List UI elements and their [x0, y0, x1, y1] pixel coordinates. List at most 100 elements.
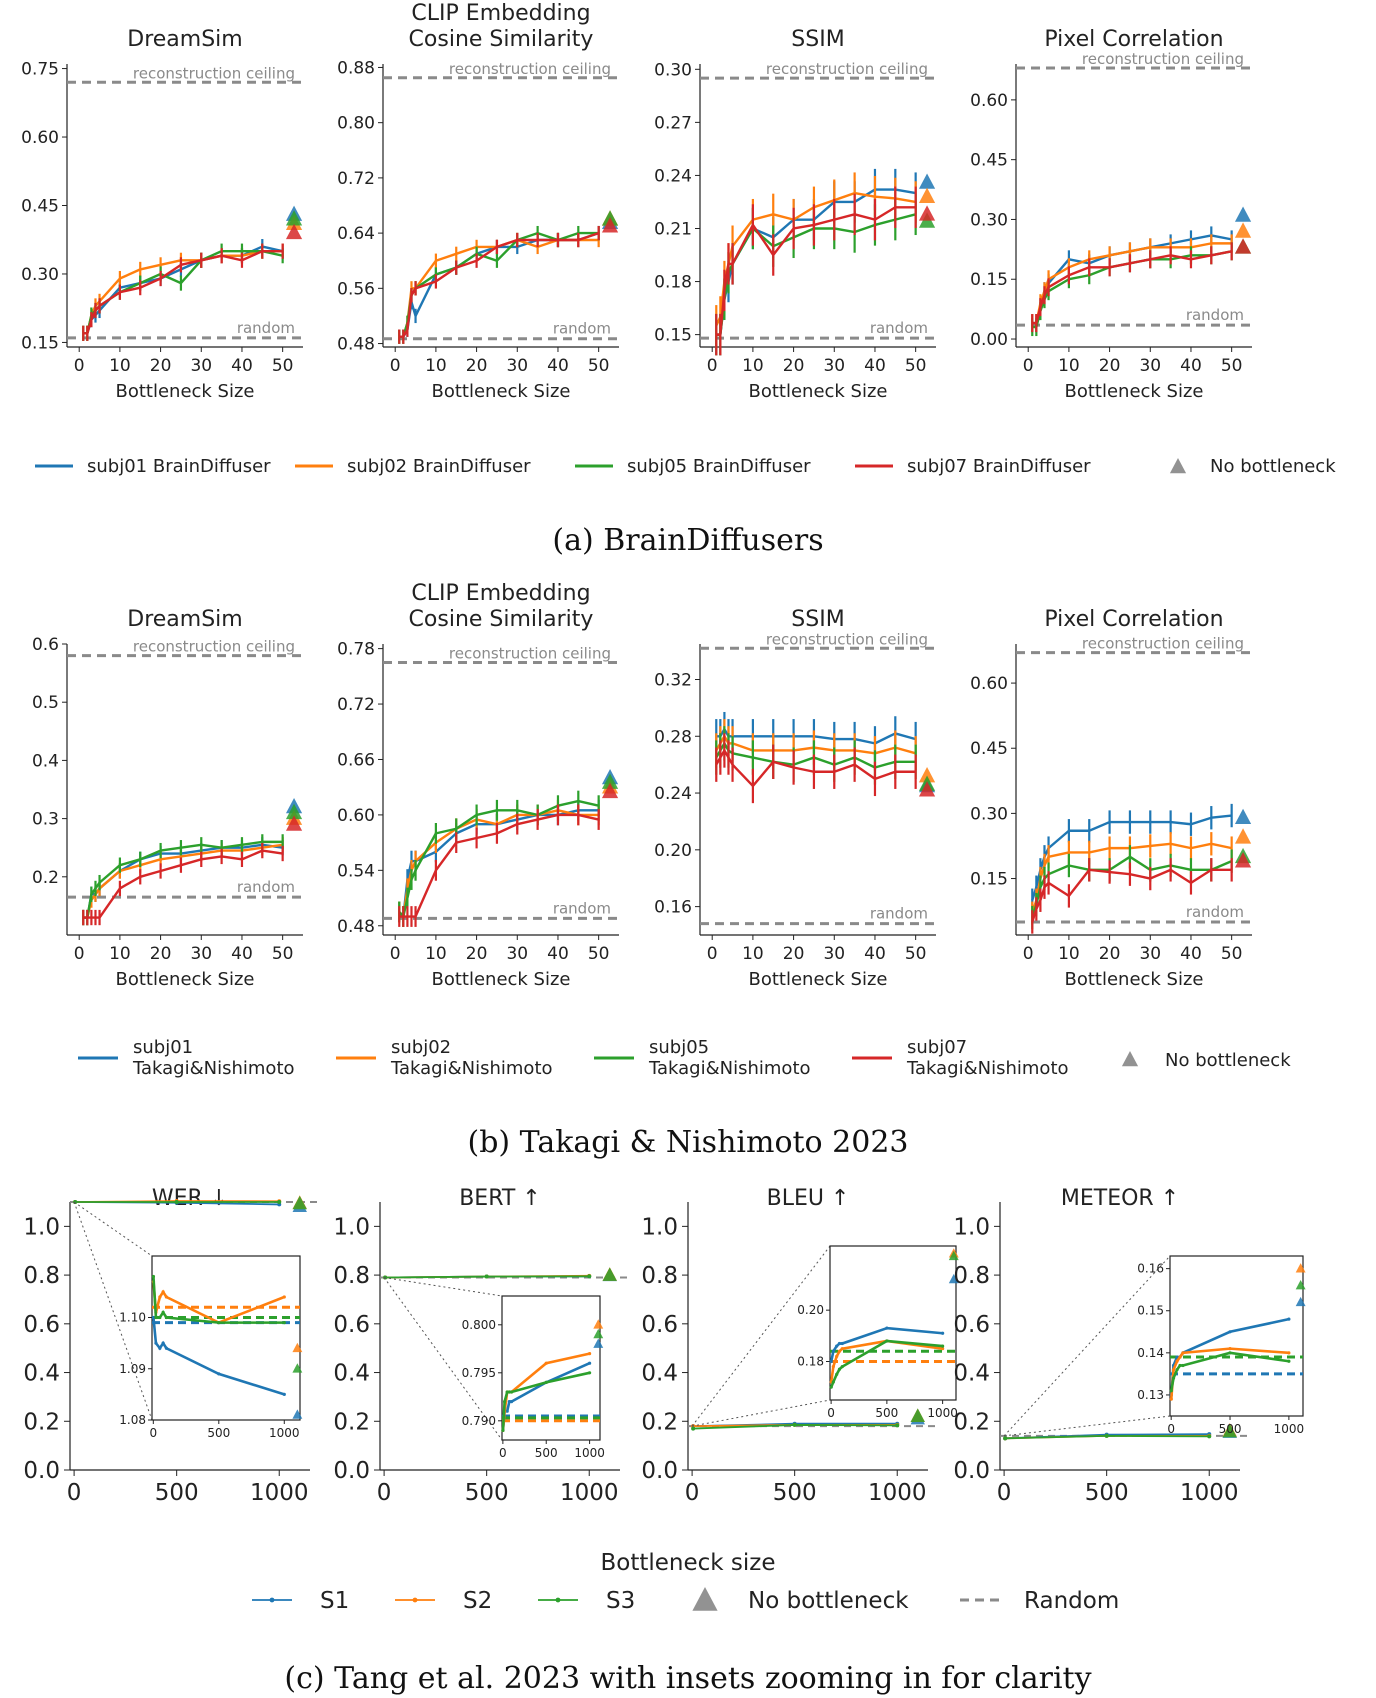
no-bottleneck-marker	[918, 205, 936, 221]
x-tick-label: 0	[74, 944, 85, 964]
inset-series-point	[164, 1295, 169, 1299]
chart-title-line2: Cosine Similarity	[409, 27, 594, 52]
legend-label: subj02	[391, 1037, 451, 1058]
x-tick-label: 20	[150, 356, 172, 376]
inset-y-tick-label: 0.790	[462, 1414, 496, 1428]
inset-connector	[691, 1245, 831, 1427]
y-tick-label: 0.56	[337, 279, 375, 299]
x-tick-label: 0	[1023, 356, 1034, 376]
series-point	[1003, 1436, 1008, 1441]
x-tick-label: 40	[864, 944, 886, 964]
y-tick-label: 0.5	[32, 693, 59, 713]
inset-series-point	[1287, 1317, 1291, 1321]
y-tick-label: 0.8	[953, 1263, 990, 1289]
series-line-1	[716, 188, 916, 336]
inset-series-point	[835, 1372, 839, 1376]
inset-series-point	[158, 1346, 162, 1350]
x-axis-label-shared: Bottleneck size	[600, 1550, 775, 1576]
inset-x-tick-label: 500	[1219, 1422, 1242, 1436]
ceiling-label: reconstruction ceiling	[1082, 635, 1244, 653]
inset-x-tick-label: 500	[207, 1426, 230, 1440]
random-label: random	[870, 905, 928, 923]
inset-series-point	[282, 1392, 286, 1396]
inset-series-point	[1287, 1359, 1291, 1363]
inset-y-tick-label: 0.14	[1137, 1346, 1164, 1360]
x-tick-label: 20	[466, 944, 488, 964]
inset-no-bottleneck-marker	[593, 1338, 604, 1348]
y-tick-label: 0.2	[333, 1409, 370, 1435]
legend-label-line2: Takagi&Nishimoto	[390, 1058, 553, 1079]
y-tick-label: 0.30	[970, 804, 1008, 824]
legend-b: subj01Takagi&Nishimotosubj02Takagi&Nishi…	[78, 1037, 1291, 1079]
y-tick-label: 0.27	[654, 113, 692, 133]
x-tick-label: 20	[150, 944, 172, 964]
chart-title: SSIM	[791, 607, 844, 632]
y-tick-label: 0.6	[23, 1312, 60, 1338]
inset-y-tick-label: 0.800	[462, 1318, 496, 1332]
chart-title: Pixel Correlation	[1044, 27, 1223, 52]
inset-x-tick-label: 1000	[269, 1426, 300, 1440]
no-bottleneck-marker	[918, 173, 936, 189]
legend-label: subj01 BrainDiffuser	[87, 456, 271, 477]
inset-series-point	[1169, 1389, 1173, 1393]
x-tick-label: 1000	[1180, 1480, 1239, 1506]
inset-series-point	[1181, 1351, 1185, 1355]
random-label: random	[237, 319, 295, 337]
random-label: random	[1186, 306, 1244, 324]
no-bottleneck-marker	[1234, 808, 1252, 825]
legend-label: subj01	[133, 1037, 193, 1058]
inset-x-tick-label: 0	[499, 1446, 507, 1460]
legend-label: S1	[320, 1588, 349, 1614]
y-tick-label: 0.72	[337, 695, 375, 715]
inset-series-point	[831, 1380, 835, 1384]
no-bottleneck-marker	[285, 210, 303, 226]
legend-label: S2	[463, 1588, 492, 1614]
x-tick-label: 500	[1085, 1480, 1129, 1506]
legend-label: No bottleneck	[1165, 1050, 1291, 1071]
chart-title: CLIP Embedding	[411, 1, 590, 26]
x-tick-label: 10	[742, 944, 764, 964]
legend-swatch-dot	[269, 1597, 275, 1603]
legend-swatch-dot	[555, 1597, 561, 1603]
no-bottleneck-marker	[285, 223, 303, 240]
x-tick-label: 0	[707, 356, 718, 376]
x-tick-label: 30	[1139, 356, 1161, 376]
y-tick-label: 0.80	[337, 114, 375, 134]
inset-series-point	[1178, 1363, 1182, 1368]
y-tick-label: 0.48	[337, 335, 375, 355]
no-bottleneck-marker	[918, 767, 936, 783]
y-tick-label: 0.20	[654, 841, 692, 861]
x-tick-label: 0	[377, 1480, 392, 1506]
inset-y-tick-label: 0.13	[1137, 1388, 1164, 1402]
y-tick-label: 0.4	[333, 1361, 370, 1387]
inset-series-point	[1287, 1351, 1291, 1355]
x-tick-label: 40	[547, 356, 569, 376]
inset-series-point	[1228, 1351, 1232, 1355]
no-bottleneck-marker	[601, 217, 619, 233]
y-tick-label: 0.18	[654, 273, 692, 293]
inset-series-point	[840, 1341, 844, 1346]
no-bottleneck-marker	[1222, 1423, 1237, 1438]
legend-label: subj02 BrainDiffuser	[347, 456, 531, 477]
y-tick-label: 0.60	[21, 128, 59, 148]
inset-series-point	[1181, 1363, 1185, 1368]
inset-connector	[1003, 1255, 1171, 1437]
y-tick-label: 0.48	[337, 917, 375, 937]
series-point	[587, 1274, 592, 1279]
ceiling-label: reconstruction ceiling	[1082, 50, 1244, 68]
y-tick-label: 0.32	[654, 670, 692, 690]
inset-series-point	[164, 1315, 169, 1320]
inset-series-point	[509, 1390, 514, 1394]
legend-swatch-triangle	[1169, 458, 1187, 474]
x-tick-label: 0	[997, 1480, 1012, 1506]
inset-no-bottleneck-marker	[292, 1342, 303, 1353]
inset-series-point	[587, 1352, 592, 1356]
x-tick-label: 20	[1099, 356, 1121, 376]
x-tick-label: 50	[272, 944, 294, 964]
inset-x-tick-label: 1000	[1274, 1422, 1305, 1436]
legend-label: subj05	[649, 1037, 709, 1058]
inset-series-point	[158, 1315, 162, 1320]
ceiling-label: reconstruction ceiling	[449, 60, 611, 78]
ceiling-label: reconstruction ceiling	[133, 64, 295, 82]
